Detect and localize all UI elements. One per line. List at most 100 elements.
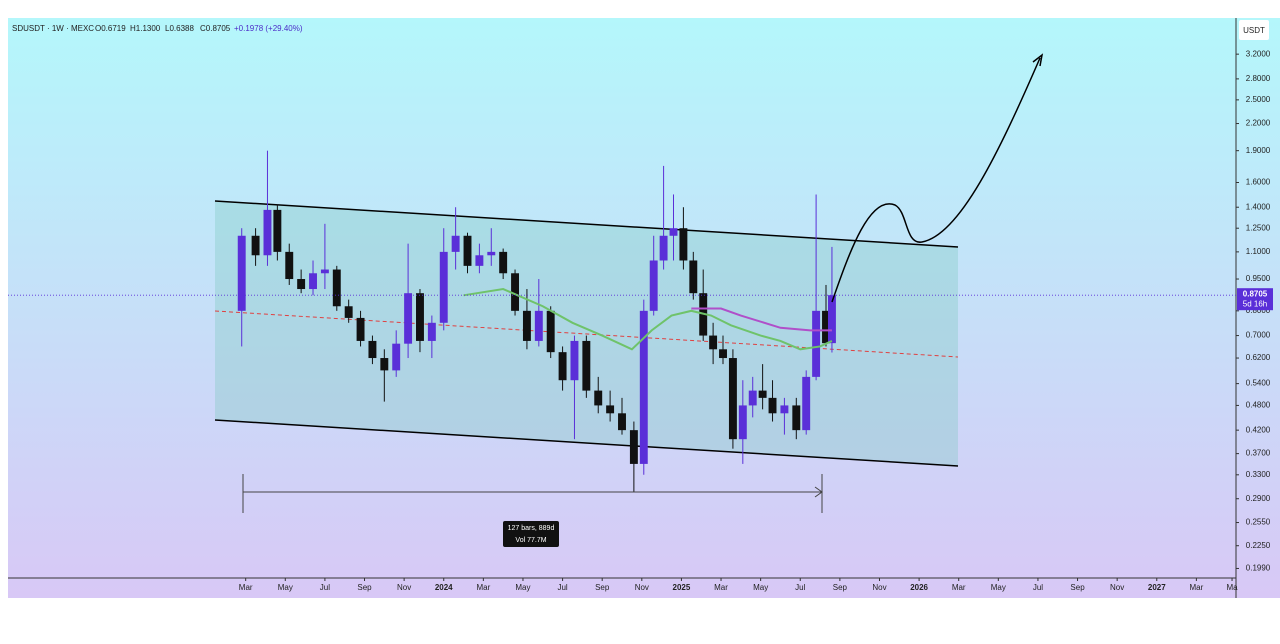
candle-body: [802, 376, 811, 431]
marks: [237, 150, 836, 493]
candle-body: [618, 413, 626, 431]
projection-arrow: [831, 57, 1041, 303]
candle-body: [392, 343, 401, 371]
candle-body: [689, 260, 698, 294]
candle-body: [639, 310, 648, 464]
y-tick-label: 0.2550: [1246, 518, 1271, 527]
x-tick-label: 2025: [673, 583, 691, 592]
candle-body: [297, 279, 306, 290]
candle-body: [780, 405, 789, 414]
channel-bottom: [214, 419, 959, 467]
measure-bars: 127 bars, 889d: [508, 525, 555, 532]
candle-body: [768, 397, 777, 414]
candle-body: [511, 273, 520, 311]
x-tick-label: Nov: [1110, 583, 1124, 592]
high: H1.1300: [130, 24, 161, 33]
candle-body: [380, 358, 389, 371]
candle-body: [416, 293, 424, 341]
moving-average: [463, 287, 833, 351]
x-tick-label: 2026: [910, 583, 928, 592]
x-tick-label: Jul: [795, 583, 805, 592]
symbol: SDUSDT · 1W · MEXC: [12, 24, 94, 33]
candle-body: [263, 209, 272, 256]
candle-body: [606, 405, 615, 414]
arrow-head: [1032, 53, 1044, 67]
candle-body: [822, 310, 830, 344]
measure-box: [503, 521, 559, 547]
candle-body: [709, 335, 718, 350]
last-price-box: [1237, 288, 1273, 311]
unit-box: [1239, 20, 1269, 40]
channel-mid: [214, 310, 959, 358]
candle-body: [237, 235, 246, 311]
y-tick-label: 0.4200: [1246, 425, 1271, 434]
candle-body: [679, 228, 688, 261]
candle-body: [558, 352, 567, 381]
x-tick-label: May: [278, 583, 293, 592]
x-tick-label: Sep: [595, 583, 610, 592]
candle-body: [748, 390, 757, 406]
moving-average: [691, 307, 832, 332]
y-tick-label: 0.3700: [1246, 449, 1271, 458]
y-tick-label: 2.8000: [1246, 74, 1271, 83]
x-tick-label: Mar: [952, 583, 966, 592]
candle-body: [738, 405, 747, 440]
x-tick-label: Mar: [714, 583, 728, 592]
candle-body: [487, 251, 496, 256]
candle-body: [463, 235, 472, 266]
y-tick-label: 1.9000: [1246, 146, 1271, 155]
x-tick-label: May: [515, 583, 530, 592]
x-tick-label: Mar: [476, 583, 490, 592]
x-tick-label: May: [753, 583, 768, 592]
candle-body: [320, 269, 329, 274]
x-tick-label: Jul: [320, 583, 330, 592]
candle-body: [719, 349, 727, 359]
x-tick-label: Jul: [1033, 583, 1043, 592]
candle-body: [827, 295, 836, 344]
y-tick-label: 0.7000: [1246, 331, 1271, 340]
candle-body: [368, 340, 377, 359]
candle-body: [669, 228, 678, 236]
candle-body: [629, 430, 638, 464]
x-tick-label: Sep: [833, 583, 848, 592]
y-tick-label: 1.1000: [1246, 247, 1271, 256]
candle-body: [659, 235, 668, 261]
candle-body: [251, 235, 260, 256]
candle-body: [728, 358, 737, 440]
candle-body: [285, 251, 294, 280]
y-tick-label: 0.9500: [1246, 274, 1271, 283]
candle-body: [522, 310, 531, 341]
y-tick-label: 1.6000: [1246, 178, 1271, 187]
candle-body: [649, 260, 658, 311]
channel-top: [214, 200, 959, 248]
low: L0.6388: [165, 24, 194, 33]
candle-body: [499, 251, 508, 274]
y-tick-label: 3.2000: [1246, 49, 1271, 58]
x-tick-label: Sep: [357, 583, 372, 592]
countdown: 5d 16h: [1243, 299, 1267, 308]
y-tick-label: 0.2250: [1246, 541, 1271, 550]
candle-body: [404, 293, 413, 344]
candle-body: [427, 322, 436, 341]
y-tick-label: 0.8000: [1246, 306, 1271, 315]
x-tick-label: Mar: [1189, 583, 1203, 592]
y-tick-label: 0.3300: [1246, 470, 1271, 479]
open: O0.6719: [95, 24, 126, 33]
candle-body: [546, 310, 555, 353]
candle-body: [594, 390, 603, 406]
x-tick-label: Sep: [1070, 583, 1085, 592]
x-tick-label: Nov: [397, 583, 411, 592]
candle-body: [534, 310, 543, 341]
unit: USDT: [1243, 26, 1265, 35]
close: C0.8705: [200, 24, 231, 33]
y-tick-label: 0.2900: [1246, 494, 1271, 503]
x-tick-label: May: [991, 583, 1006, 592]
y-tick-label: 0.6200: [1246, 353, 1271, 362]
y-tick-label: 1.4000: [1246, 202, 1271, 211]
x-tick-label: Mar: [239, 583, 253, 592]
y-tick-label: 2.2000: [1246, 119, 1271, 128]
y-tick-label: 1.2500: [1246, 223, 1271, 232]
candle-body: [332, 269, 341, 307]
